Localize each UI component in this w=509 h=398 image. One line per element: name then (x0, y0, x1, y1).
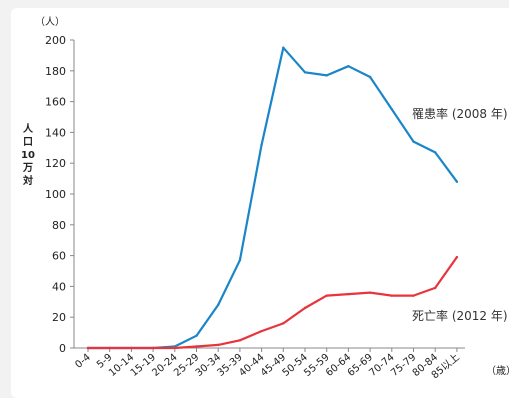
y-axis-unit: （人） (35, 16, 65, 28)
series-line-mortality (86, 256, 458, 350)
mortality-point (368, 291, 372, 294)
incidence-point (412, 140, 415, 143)
y-tick-label: 120 (45, 157, 66, 170)
y-tick-label: 200 (45, 34, 66, 47)
x-tick-labels: 0-4 5-910-1415-1920-2425-2930-3435-3940-4… (73, 348, 462, 378)
incidence-point (303, 71, 307, 74)
incidence-point (455, 180, 459, 183)
y-tick-label: 140 (45, 126, 66, 139)
y-tick-label: 100 (45, 188, 66, 201)
mortality-point (151, 346, 155, 350)
incidence-point (217, 303, 220, 307)
y-axis-label-char: 人 (23, 122, 34, 135)
mortality-point (282, 322, 285, 325)
incidence-point (368, 75, 372, 79)
incidence-point (238, 259, 242, 262)
incidence-point (282, 46, 285, 49)
y-tick-label: 180 (45, 65, 66, 78)
mortality-point (195, 345, 198, 348)
incidence-point (325, 74, 328, 77)
series-line-incidence (86, 46, 458, 350)
mortality-point (173, 346, 176, 350)
y-tick-labels: 0 20 40 60 80 100 120 140 160 180 200 (45, 34, 74, 355)
series-label-mortality: 死亡率 (2012 年) (412, 308, 508, 323)
y-tick-label: 80 (52, 219, 66, 232)
incidence-point (195, 334, 198, 337)
y-axis-label-char: 口 (23, 137, 33, 148)
chart-card: （人） 人口 10 万対 0 20 40 60 80 100 120 140 160 180 200 0… (11, 8, 509, 398)
mortality-point (238, 339, 242, 342)
incidence-point (390, 108, 393, 111)
series-label-incidence: 罹患率 (2008 年) (412, 106, 508, 121)
mortality-point (455, 255, 459, 259)
mortality-point (412, 294, 415, 297)
mortality-point (390, 294, 393, 297)
incidence-point (347, 64, 350, 68)
mortality-point (108, 346, 111, 350)
y-tick-label: 60 (52, 250, 66, 263)
mortality-point (130, 346, 133, 350)
y-tick-label: 20 (52, 311, 66, 324)
incidence-point (260, 143, 263, 146)
mortality-point (347, 292, 350, 296)
y-axis-label-char: 万 (22, 162, 33, 174)
series-lines (86, 46, 459, 350)
mortality-point (217, 343, 220, 347)
x-axis-label: （歳） (486, 365, 509, 377)
mortality-point (303, 306, 307, 310)
y-tick-label: 160 (45, 96, 66, 109)
y-axis-label-char: 対 (22, 174, 33, 187)
y-tick-label: 40 (52, 280, 66, 293)
mortality-point (325, 294, 328, 297)
y-tick-label: 0 (59, 342, 66, 355)
y-axis-label-char: 10 (21, 150, 35, 161)
mortality-point (434, 286, 437, 290)
mortality-point (86, 346, 90, 350)
mortality-point (260, 329, 263, 333)
x-tick-label: 0-4 (73, 352, 93, 371)
incidence-point (434, 151, 437, 154)
